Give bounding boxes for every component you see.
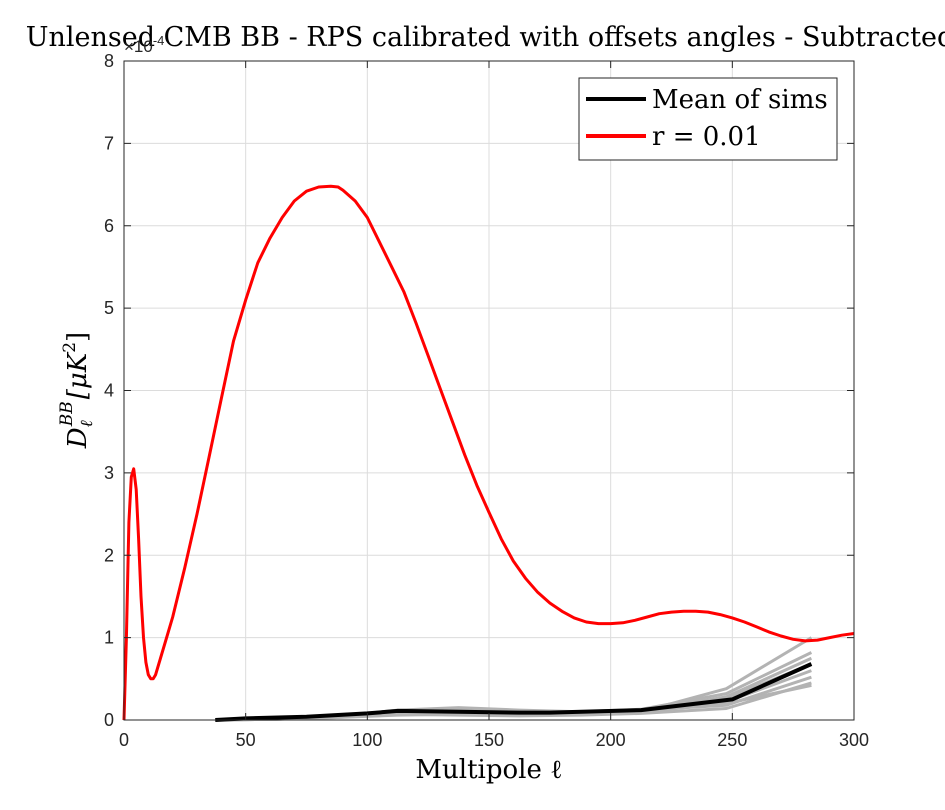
svg-text:DℓBB[μK2]: DℓBB[μK2] [57,332,97,449]
x-tick-label: 0 [119,730,129,750]
y-axis-label: DℓBB[μK2] [57,332,97,449]
legend: Mean of sims r = 0.01 [578,77,838,161]
legend-theory-label: r = 0.01 [652,122,761,152]
chart-title: Unlensed CMB BB - RPS calibrated with of… [26,22,945,53]
mean-line [215,662,813,722]
y-label-units-close: ] [63,332,93,342]
x-tick-label: 50 [236,730,256,750]
legend-mean-label: Mean of sims [652,85,828,115]
legend-box [578,77,838,161]
y-tick-label: 3 [104,463,114,483]
y-label-units: [μK [63,351,93,399]
y-label-sub: ℓ [77,420,97,427]
y-tick-label: 2 [104,545,114,565]
x-tick-label: 100 [352,730,382,750]
y-tick-label: 7 [104,133,114,153]
y-tick-label: 6 [104,216,114,236]
x-axis-ticks: 0 50 100 150 200 250 300 [119,61,869,750]
x-tick-label: 250 [717,730,747,750]
x-axis-label: Multipole ℓ [415,755,562,785]
y-tick-label: 1 [104,628,114,648]
y-label-main: D [63,427,93,449]
y-label-sup: BB [57,401,77,427]
y-tick-label: 8 [104,51,114,71]
y-multiplier-base: ×10 [124,37,153,56]
y-tick-label: 0 [104,710,114,730]
y-tick-label: 5 [104,298,114,318]
x-tick-label: 200 [596,730,626,750]
x-tick-label: 300 [839,730,869,750]
series-layer [122,184,855,722]
y-axis-ticks: 0 1 2 3 4 5 6 7 8 [104,51,854,730]
svg-text:×10-4: ×10-4 [124,33,164,56]
y-axis-multiplier: ×10-4 [124,33,164,56]
y-tick-label: 4 [104,381,114,401]
y-label-units-sup: 2 [60,342,80,353]
x-tick-label: 150 [474,730,504,750]
y-multiplier-exponent: -4 [153,33,165,48]
theory-line [122,184,855,721]
